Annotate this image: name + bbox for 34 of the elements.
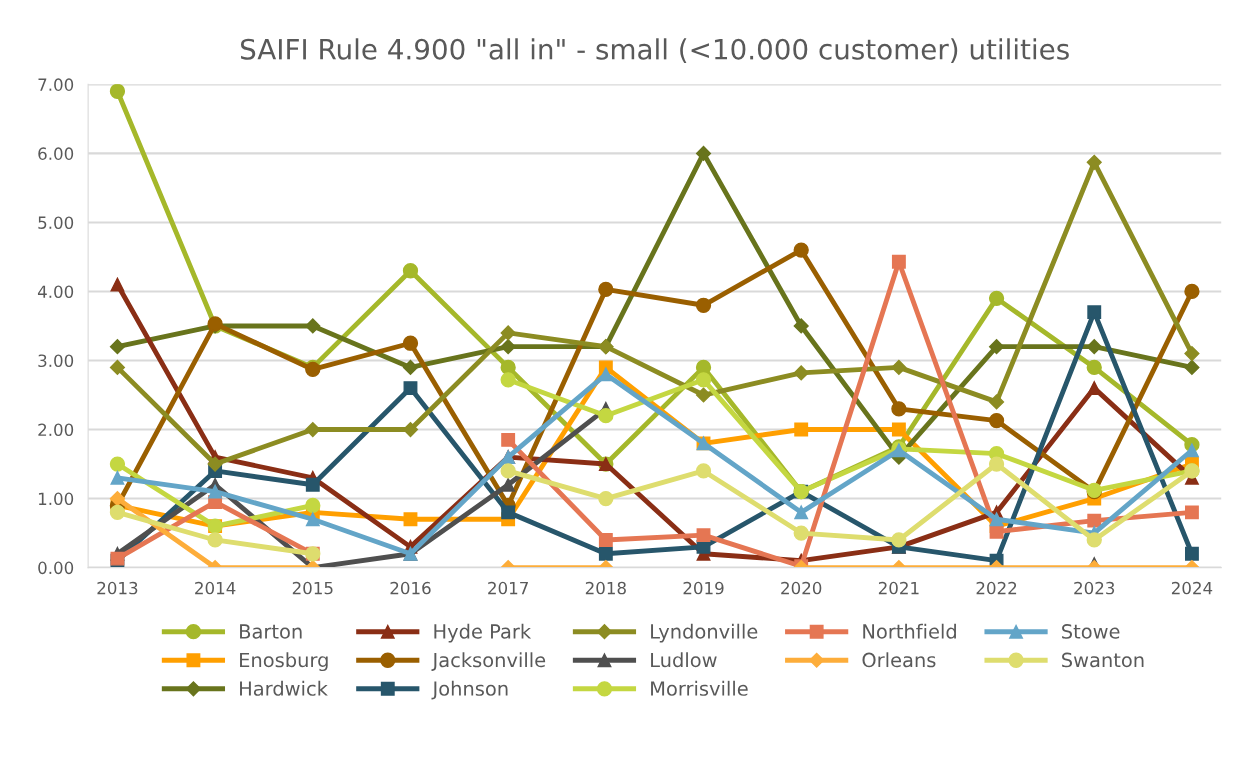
x-tick-label: 2019 (683, 581, 724, 595)
x-tick-label: 2014 (195, 581, 236, 595)
y-tick-label: 4.00 (37, 285, 74, 299)
legend-label: Hardwick (240, 680, 328, 696)
legend-label: Hyde Park (434, 623, 532, 643)
x-tick-label: 2016 (390, 581, 431, 595)
legend-label: Swanton (1062, 652, 1144, 668)
legend-label: Lyndonville (651, 623, 758, 643)
legend-label: Northfield (863, 623, 956, 639)
y-tick-label: 7.00 (38, 78, 74, 91)
x-tick-label: 2024 (1171, 581, 1213, 595)
y-tick-label: 3.00 (38, 354, 74, 368)
x-tick-label: 2018 (585, 581, 626, 595)
y-tick-label: 5.00 (38, 216, 74, 229)
y-tick-label: 2.00 (38, 423, 74, 437)
x-tick-label: 2013 (97, 581, 138, 595)
x-tick-label: 2020 (781, 581, 822, 595)
legend-label: Ludlow (651, 652, 717, 668)
y-tick-label: 6.00 (38, 147, 74, 160)
legend-label: Morrisville (651, 680, 748, 696)
y-tick-label: 1.00 (38, 492, 74, 506)
legend-label: Enosburg (240, 652, 328, 672)
legend-label: Jacksonville (431, 652, 546, 671)
x-tick-label: 2021 (878, 581, 919, 595)
x-tick-label: 2023 (1074, 581, 1115, 595)
legend-label: Johnson (431, 680, 508, 700)
legend-label: Orleans (862, 652, 936, 668)
x-tick-label: 2022 (976, 581, 1017, 595)
x-tick-label: 2017 (488, 581, 528, 595)
legend-label: Barton (240, 624, 302, 639)
chart-title: SAIFI Rule 4.900 "all in" - small (<10.000 customer) utilities (240, 38, 1069, 64)
y-tick-label: 0.00 (38, 561, 74, 575)
x-tick-label: 2015 (292, 581, 333, 595)
legend-label: Stowe (1062, 624, 1120, 639)
